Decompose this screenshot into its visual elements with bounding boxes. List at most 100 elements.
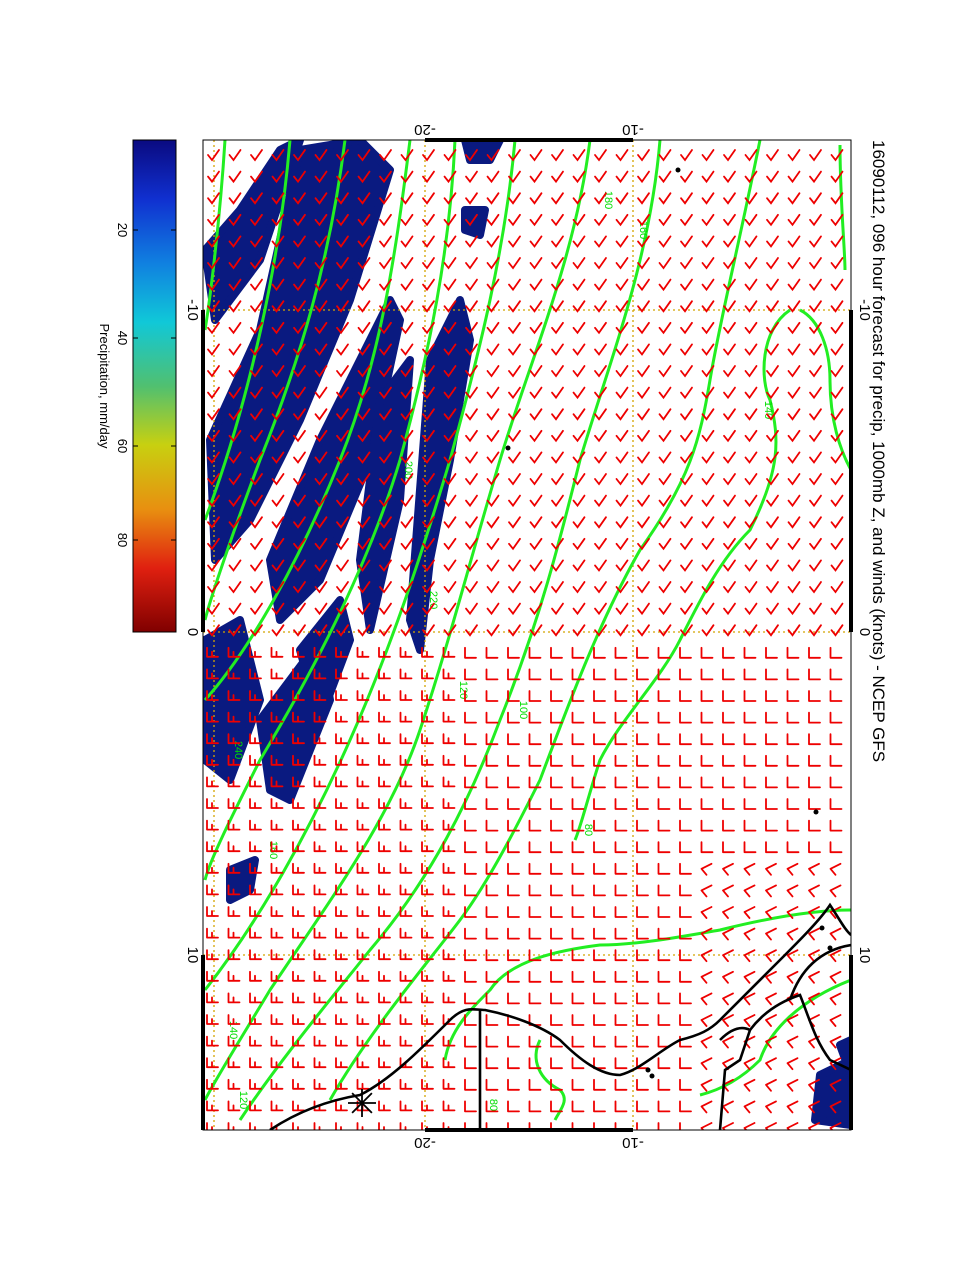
wind-barb <box>701 494 715 508</box>
wind-barb <box>207 516 220 529</box>
wind-barb <box>335 970 348 982</box>
wind-barb <box>550 1035 563 1048</box>
wind-barb <box>786 1078 799 1092</box>
wind-barb <box>743 711 757 724</box>
contour-label: 160 <box>637 221 649 239</box>
wind-barb <box>572 537 586 551</box>
wind-barb <box>722 1122 734 1130</box>
wind-barb <box>379 624 392 637</box>
wind-barb <box>571 1014 585 1026</box>
wind-barb <box>701 278 715 292</box>
wind-barb <box>250 192 263 205</box>
wind-barb <box>701 559 715 572</box>
wind-barb <box>614 798 628 810</box>
wind-barb <box>786 711 800 724</box>
wind-barb <box>249 733 262 745</box>
wind-barb <box>293 235 306 248</box>
wind-barb <box>572 192 586 205</box>
wind-barb <box>571 776 585 789</box>
wind-barb <box>379 537 392 551</box>
wind-barb <box>422 300 435 313</box>
wind-barb <box>551 559 564 572</box>
wind-barb <box>529 516 543 529</box>
wind-barb <box>614 733 628 746</box>
wind-barb <box>809 451 822 464</box>
wind-barb <box>336 516 349 529</box>
wind-barb <box>572 300 586 313</box>
wind-barb <box>227 819 241 831</box>
wind-barb <box>594 516 607 529</box>
wind-barb <box>227 690 241 701</box>
wind-barb <box>571 668 585 681</box>
wind-barb <box>314 343 328 356</box>
wind-barb <box>572 235 586 248</box>
wind-barb <box>485 1100 499 1113</box>
wind-barb <box>422 149 435 162</box>
coastline-path <box>788 943 851 1001</box>
wind-barb <box>766 170 779 184</box>
wind-barb <box>271 581 285 594</box>
wind-barb <box>356 776 370 788</box>
wind-barb <box>766 451 779 464</box>
wind-barb <box>572 257 586 270</box>
wind-barb <box>786 927 799 941</box>
wind-barb <box>637 235 650 248</box>
wind-barb <box>250 494 263 508</box>
wind-barb <box>528 1035 542 1048</box>
wind-barb <box>442 862 456 874</box>
wind-barb <box>271 537 285 551</box>
wind-barb <box>228 473 242 486</box>
wind-barb <box>465 473 478 486</box>
right-tick-minus10: -10 <box>856 299 873 321</box>
colorbar-tick-label: 40 <box>115 331 130 345</box>
wind-barb <box>723 213 736 227</box>
wind-barb <box>422 559 435 572</box>
wind-barb <box>743 862 756 876</box>
wind-barb <box>744 300 758 313</box>
wind-barb <box>292 776 305 788</box>
wind-barb <box>658 602 672 616</box>
wind-barb <box>636 776 649 789</box>
wind-barb <box>829 733 843 746</box>
wind-barb <box>743 949 756 963</box>
wind-barb <box>293 602 306 616</box>
wind-barb <box>400 213 414 227</box>
wind-barb <box>743 1122 756 1130</box>
wind-barb <box>314 624 328 637</box>
wind-barb <box>314 386 328 400</box>
height-contour <box>203 140 592 1101</box>
wind-barb <box>809 624 822 637</box>
wind-barb <box>250 365 263 378</box>
wind-barb <box>809 581 822 594</box>
wind-barb <box>399 690 413 701</box>
wind-barb <box>356 1078 370 1090</box>
wind-barb <box>615 170 629 184</box>
wind-barb <box>249 862 262 874</box>
wind-barb <box>485 668 499 681</box>
wind-barb <box>722 798 735 810</box>
wind-barb <box>723 149 736 162</box>
wind-barb <box>529 429 543 443</box>
height-contour <box>573 308 791 841</box>
wind-barb <box>250 213 263 227</box>
wind-barb <box>701 537 715 551</box>
wind-barb <box>786 733 800 746</box>
wind-barb <box>356 927 370 939</box>
wind-barb <box>250 429 263 443</box>
wind-barb <box>443 451 457 464</box>
wind-barb <box>593 819 606 832</box>
wind-barb <box>314 192 328 205</box>
wind-barb <box>206 733 219 745</box>
wind-barb <box>313 798 327 809</box>
wind-barb <box>637 343 650 356</box>
wind-barb <box>680 559 693 572</box>
wind-barb <box>293 278 306 292</box>
wind-barb <box>657 884 671 897</box>
wind-barb <box>829 927 842 941</box>
wind-barb <box>507 754 520 767</box>
wind-barb <box>464 862 477 875</box>
wind-barb <box>529 300 543 313</box>
wind-barb <box>378 733 391 745</box>
wind-barb <box>378 1035 391 1047</box>
wind-barb <box>508 257 521 270</box>
